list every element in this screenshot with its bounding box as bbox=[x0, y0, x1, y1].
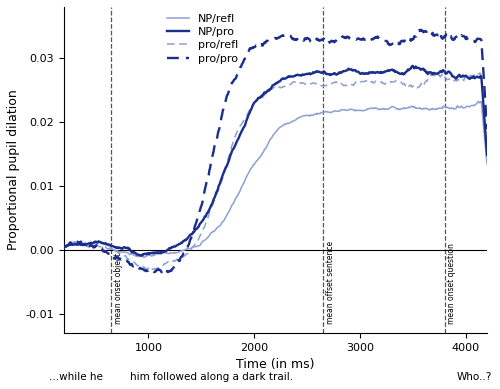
pro/refl bbox=[474, 70, 480, 75]
NP/pro bbox=[136, 252, 141, 257]
NP/refl bbox=[380, 107, 386, 111]
Line: NP/refl: NP/refl bbox=[64, 101, 487, 257]
NP/refl bbox=[170, 251, 176, 255]
NP/refl bbox=[140, 255, 146, 259]
NP/refl bbox=[136, 254, 141, 259]
NP/pro bbox=[380, 70, 386, 75]
Legend: NP/refl, NP/pro, pro/refl, pro/pro: NP/refl, NP/pro, pro/refl, pro/pro bbox=[162, 9, 242, 68]
pro/refl bbox=[484, 149, 490, 154]
NP/pro bbox=[170, 244, 176, 249]
pro/refl bbox=[253, 98, 259, 102]
NP/pro bbox=[344, 68, 350, 73]
NP/pro bbox=[253, 98, 259, 103]
Line: pro/refl: pro/refl bbox=[64, 72, 487, 269]
pro/pro bbox=[344, 34, 350, 39]
pro/pro bbox=[380, 38, 386, 43]
pro/refl bbox=[148, 267, 154, 272]
NP/pro bbox=[484, 152, 490, 157]
Text: mean onset object: mean onset object bbox=[114, 252, 123, 324]
pro/refl bbox=[136, 262, 141, 267]
NP/pro bbox=[311, 70, 317, 75]
Line: NP/pro: NP/pro bbox=[64, 66, 487, 256]
Text: mean offset sentence: mean offset sentence bbox=[326, 240, 334, 324]
pro/pro bbox=[311, 39, 317, 43]
pro/pro bbox=[170, 266, 176, 270]
pro/refl bbox=[170, 259, 176, 263]
pro/pro bbox=[253, 43, 259, 48]
Text: mean onset question: mean onset question bbox=[448, 243, 456, 324]
pro/refl bbox=[344, 83, 350, 88]
NP/refl bbox=[484, 162, 490, 166]
pro/pro bbox=[61, 245, 67, 250]
pro/pro bbox=[162, 272, 168, 277]
Text: Who..?: Who..? bbox=[456, 372, 492, 382]
NP/refl bbox=[344, 108, 350, 113]
Text: him followed along a dark trail.: him followed along a dark trail. bbox=[130, 372, 294, 382]
pro/refl bbox=[311, 81, 317, 85]
NP/refl bbox=[311, 112, 317, 117]
X-axis label: Time (in ms): Time (in ms) bbox=[236, 358, 314, 371]
Line: pro/pro: pro/pro bbox=[64, 30, 487, 274]
pro/pro bbox=[484, 127, 490, 131]
NP/pro bbox=[138, 253, 144, 258]
pro/pro bbox=[136, 266, 141, 271]
Text: ...while he: ...while he bbox=[48, 372, 102, 382]
NP/pro bbox=[61, 244, 67, 249]
NP/refl bbox=[61, 245, 67, 250]
NP/pro bbox=[410, 63, 416, 68]
Y-axis label: Proportional pupil dilation: Proportional pupil dilation bbox=[7, 90, 20, 251]
pro/refl bbox=[380, 81, 386, 86]
pro/refl bbox=[61, 246, 67, 251]
NP/refl bbox=[476, 99, 482, 103]
pro/pro bbox=[426, 27, 432, 32]
NP/refl bbox=[253, 159, 259, 164]
